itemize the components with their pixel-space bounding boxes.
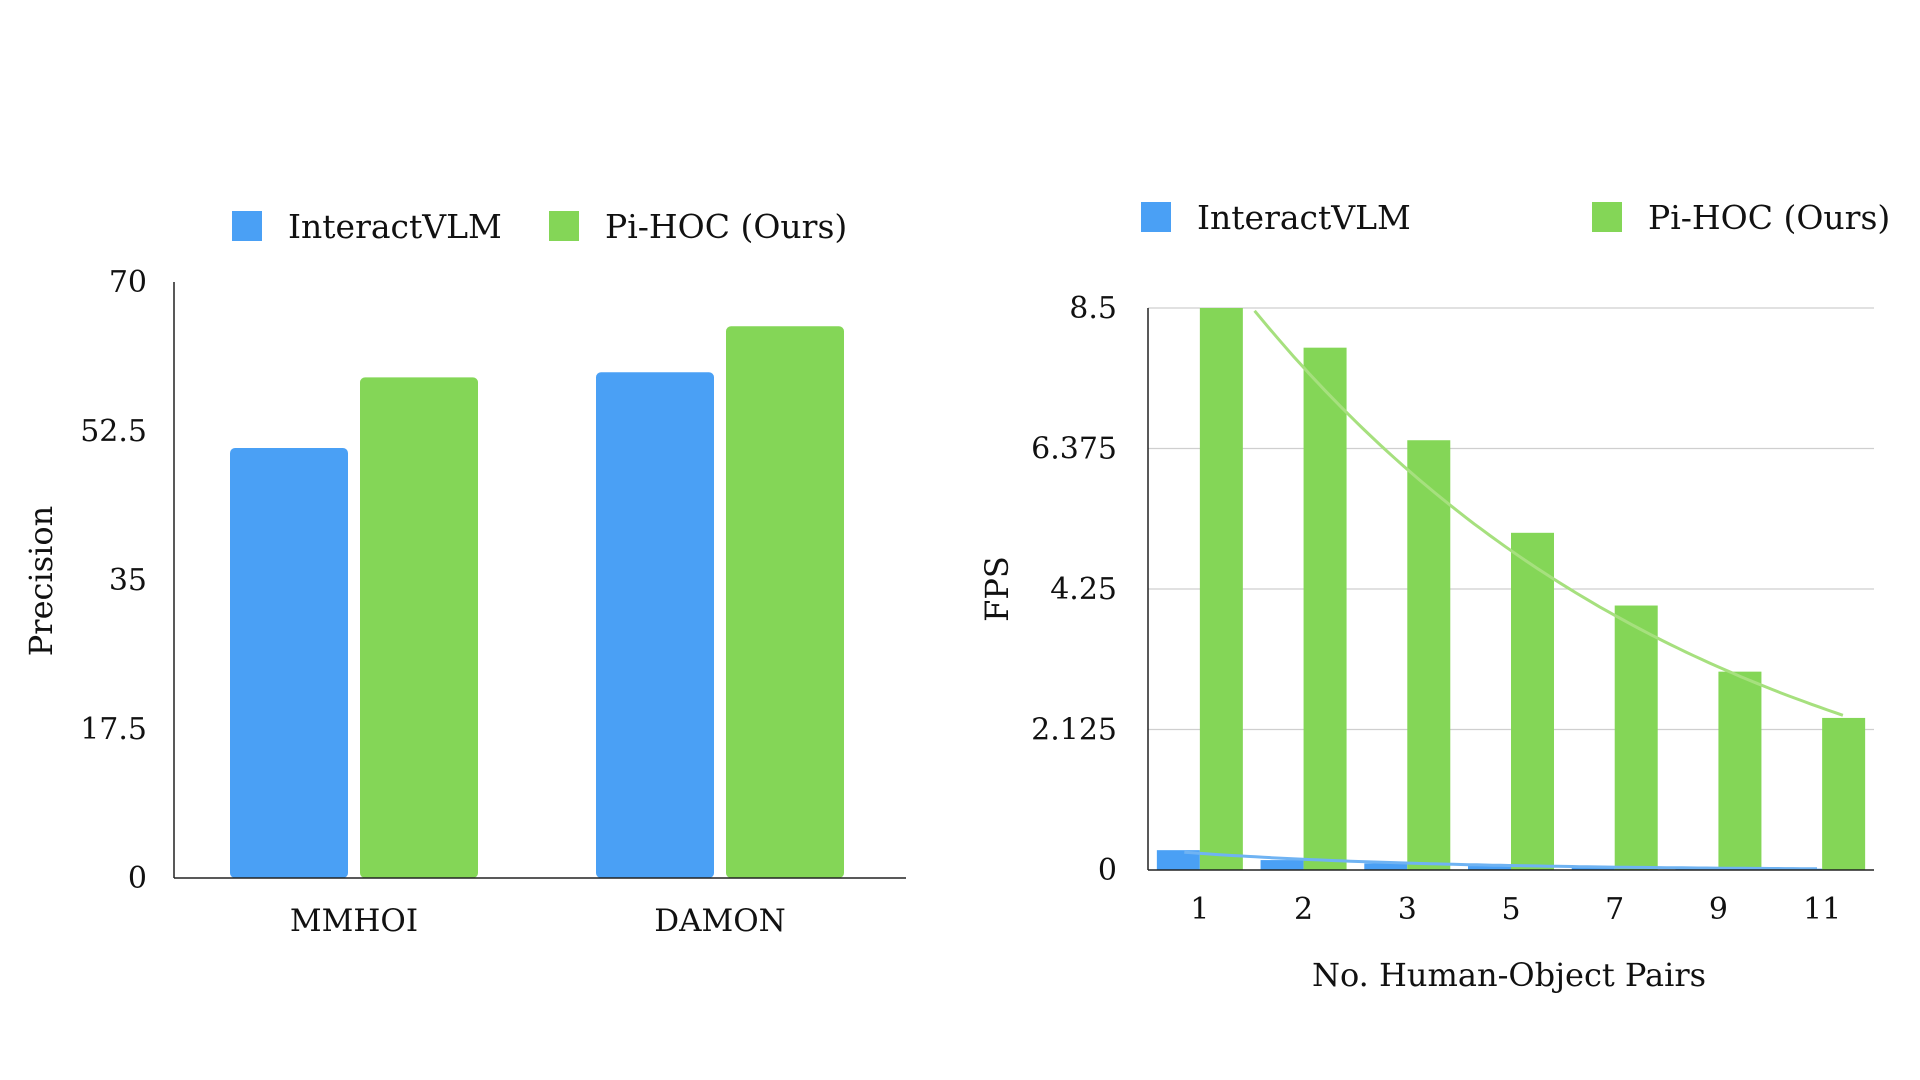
x-tick-label: 2: [1294, 892, 1313, 927]
legend-label-interactvlm: InteractVLM: [1197, 198, 1411, 237]
bars: [1156, 308, 1866, 870]
y-tick-label: 52.5: [80, 414, 147, 449]
y-tick-label: 0: [1098, 853, 1117, 888]
x-category-labels: MMHOI DAMON: [290, 903, 786, 939]
y-tick-label: 2.125: [1031, 713, 1117, 748]
y-tick-label: 35: [109, 563, 147, 598]
bar-interactvlm-7: [1571, 867, 1615, 870]
y-tick-label: 6.375: [1031, 432, 1117, 467]
legend-swatch-interactvlm: [1141, 202, 1171, 232]
bar-pihoc-3: [1407, 440, 1451, 870]
x-tick-labels: 1 2 3 5 7 9 11: [1190, 892, 1841, 927]
legend-swatch-interactvlm: [232, 211, 262, 241]
bar-interactvlm-1: [1156, 850, 1200, 870]
bar-pihoc-1: [1199, 308, 1243, 870]
bar-pihoc-11: [1822, 717, 1866, 870]
y-tick-label: 8.5: [1069, 291, 1117, 326]
y-tick-labels: 0 17.5 35 52.5 70: [80, 265, 147, 896]
x-tick-label: 5: [1501, 892, 1520, 927]
legend-label-pihoc: Pi-HOC (Ours): [605, 207, 847, 246]
x-axis-label: No. Human-Object Pairs: [1312, 956, 1706, 994]
bar-interactvlm-5: [1468, 866, 1511, 870]
x-tick-label: 3: [1398, 892, 1417, 927]
bar-interactvlm-3: [1364, 863, 1408, 870]
trendline-interactvlm: [1184, 850, 1818, 871]
trendline-pihoc: [1253, 309, 1844, 717]
x-tick-label: 9: [1709, 892, 1728, 927]
x-tick-label: 11: [1803, 892, 1841, 927]
y-tick-label: 4.25: [1050, 572, 1117, 607]
y-tick-label: 17.5: [80, 712, 147, 747]
y-axis-label: FPS: [978, 556, 1016, 622]
legend: InteractVLM Pi-HOC (Ours): [1141, 198, 1890, 237]
bar-pihoc-5: [1511, 532, 1554, 870]
bar-pihoc-7: [1614, 605, 1658, 870]
bars: [230, 326, 844, 878]
y-tick-label: 70: [109, 265, 147, 300]
legend-label-pihoc: Pi-HOC (Ours): [1648, 198, 1890, 237]
bar-pihoc-damon: [726, 326, 844, 878]
legend: InteractVLM Pi-HOC (Ours): [232, 207, 847, 246]
bar-interactvlm-damon: [596, 372, 714, 878]
legend-label-interactvlm: InteractVLM: [288, 207, 502, 246]
bar-pihoc-9: [1718, 671, 1762, 870]
bar-interactvlm-mmhoi: [230, 448, 348, 878]
fps-chart: InteractVLM Pi-HOC (Ours) FPS 0 2.125 4.…: [978, 198, 1890, 994]
bar-pihoc-2: [1303, 347, 1347, 870]
y-axis-label: Precision: [22, 506, 60, 656]
x-category-label: DAMON: [654, 903, 786, 939]
legend-swatch-pihoc: [1592, 202, 1622, 232]
x-category-label: MMHOI: [290, 903, 418, 939]
bar-interactvlm-2: [1260, 860, 1304, 870]
y-tick-label: 0: [128, 861, 147, 896]
legend-swatch-pihoc: [549, 211, 579, 241]
precision-chart: InteractVLM Pi-HOC (Ours) Precision 0 17…: [22, 207, 906, 939]
y-tick-labels: 0 2.125 4.25 6.375 8.5: [1031, 291, 1117, 888]
trendlines: [1184, 309, 1844, 871]
x-tick-label: 7: [1605, 892, 1624, 927]
x-tick-label: 1: [1190, 892, 1209, 927]
bar-pihoc-mmhoi: [360, 377, 478, 878]
